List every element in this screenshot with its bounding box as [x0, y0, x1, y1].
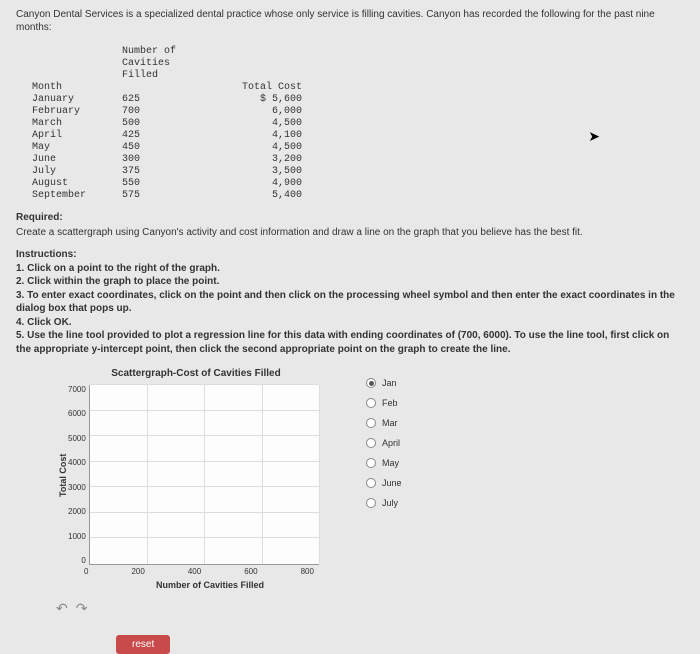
radio-dot-icon[interactable]	[366, 378, 376, 388]
table-cell-cavities: 700	[122, 106, 212, 118]
table-cell-cost: 4,900	[212, 178, 302, 190]
radio-july[interactable]: July	[366, 498, 402, 508]
redo-icon[interactable]: ↷	[76, 600, 88, 617]
y-axis-label: Total Cost	[56, 385, 68, 565]
y-ticks: 70006000500040003000200010000	[68, 385, 89, 565]
table-cell-month: September	[32, 190, 122, 202]
radio-label: May	[382, 458, 399, 468]
table-cell-cavities: 300	[122, 154, 212, 166]
data-table: Number of Cavities Filled Month Total Co…	[32, 46, 684, 202]
table-cell-cost: 4,500	[212, 118, 302, 130]
table-cell-cavities: 550	[122, 178, 212, 190]
radio-label: July	[382, 498, 398, 508]
required-text: Create a scattergraph using Canyon's act…	[16, 227, 684, 238]
table-cell-cost: 4,100	[212, 130, 302, 142]
table-cell-cavities: 375	[122, 166, 212, 178]
table-cell-month: July	[32, 166, 122, 178]
table-cell-month: April	[32, 130, 122, 142]
table-cell-month: June	[32, 154, 122, 166]
radio-mar[interactable]: Mar	[366, 418, 402, 428]
radio-label: Jan	[382, 378, 397, 388]
radio-feb[interactable]: Feb	[366, 398, 402, 408]
instructions-block: Instructions: 1. Click on a point to the…	[16, 248, 684, 356]
scattergraph-chart[interactable]: Scattergraph-Cost of Cavities Filled Tot…	[56, 368, 336, 590]
table-cell-cavities: 425	[122, 130, 212, 142]
radio-dot-icon[interactable]	[366, 498, 376, 508]
table-cell-cavities: 575	[122, 190, 212, 202]
month-radio-group[interactable]: Jan Feb Mar April May June July	[366, 368, 402, 590]
radio-may[interactable]: May	[366, 458, 402, 468]
radio-june[interactable]: June	[366, 478, 402, 488]
cursor-icon: ➤	[588, 128, 600, 145]
table-cell-month: March	[32, 118, 122, 130]
table-cell-month: February	[32, 106, 122, 118]
radio-label: Mar	[382, 418, 398, 428]
table-cell-cavities: 500	[122, 118, 212, 130]
radio-dot-icon[interactable]	[366, 438, 376, 448]
table-cell-cost: 6,000	[212, 106, 302, 118]
intro-text: Canyon Dental Services is a specialized …	[16, 8, 684, 34]
table-cell-cost: $ 5,600	[212, 94, 302, 106]
header-cavities: Number of Cavities Filled	[122, 46, 212, 82]
table-cell-month: January	[32, 94, 122, 106]
radio-april[interactable]: April	[366, 438, 402, 448]
radio-jan[interactable]: Jan	[366, 378, 402, 388]
x-axis-label: Number of Cavities Filled	[84, 580, 336, 590]
radio-dot-icon[interactable]	[366, 398, 376, 408]
table-cell-cost: 5,400	[212, 190, 302, 202]
required-label: Required:	[16, 212, 684, 223]
plot-area[interactable]	[89, 385, 319, 565]
chart-title: Scattergraph-Cost of Cavities Filled	[56, 368, 336, 379]
radio-dot-icon[interactable]	[366, 478, 376, 488]
radio-dot-icon[interactable]	[366, 418, 376, 428]
radio-label: April	[382, 438, 400, 448]
table-cell-cost: 3,500	[212, 166, 302, 178]
undo-icon[interactable]: ↶	[56, 600, 68, 617]
table-cell-month: May	[32, 142, 122, 154]
radio-dot-icon[interactable]	[366, 458, 376, 468]
table-cell-month: August	[32, 178, 122, 190]
reset-button[interactable]: reset	[116, 635, 170, 654]
table-cell-cavities: 625	[122, 94, 212, 106]
radio-label: June	[382, 478, 402, 488]
table-cell-cavities: 450	[122, 142, 212, 154]
header-cost: Total Cost	[212, 82, 302, 94]
table-cell-cost: 3,200	[212, 154, 302, 166]
radio-label: Feb	[382, 398, 398, 408]
x-ticks: 0200400600800	[84, 567, 314, 576]
table-cell-cost: 4,500	[212, 142, 302, 154]
header-month: Month	[32, 82, 122, 94]
